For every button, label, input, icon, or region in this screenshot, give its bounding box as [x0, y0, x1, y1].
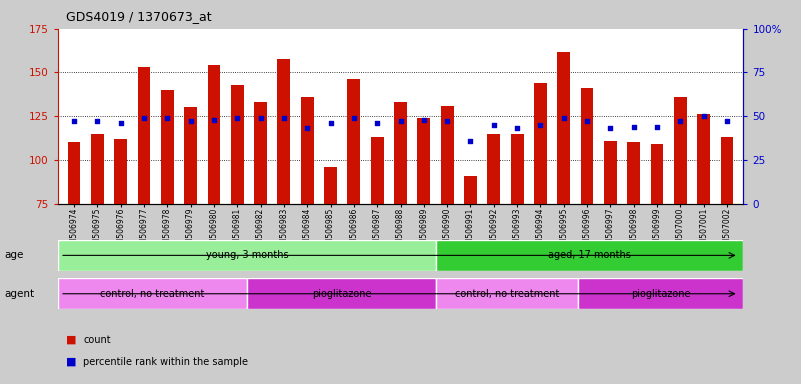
- Text: ■: ■: [66, 357, 76, 367]
- Text: aged, 17 months: aged, 17 months: [548, 250, 631, 260]
- Text: age: age: [4, 250, 23, 260]
- Text: young, 3 months: young, 3 months: [206, 250, 288, 260]
- Point: [91, 118, 103, 124]
- Point: [627, 124, 640, 130]
- Bar: [91, 134, 104, 204]
- Bar: [58, 240, 436, 271]
- Point: [650, 124, 663, 130]
- Bar: [348, 79, 360, 204]
- Text: ■: ■: [66, 335, 76, 345]
- Bar: [371, 137, 384, 204]
- Point: [487, 122, 500, 128]
- Bar: [436, 278, 578, 309]
- Text: percentile rank within the sample: percentile rank within the sample: [83, 357, 248, 367]
- Point: [441, 118, 453, 124]
- Bar: [511, 134, 524, 204]
- Bar: [67, 142, 80, 204]
- Bar: [627, 142, 640, 204]
- Point: [581, 118, 594, 124]
- Bar: [487, 134, 500, 204]
- Point: [557, 115, 570, 121]
- Point: [511, 125, 524, 131]
- Point: [254, 115, 267, 121]
- Bar: [674, 97, 686, 204]
- Bar: [697, 114, 710, 204]
- Text: control, no treatment: control, no treatment: [100, 289, 204, 299]
- Point: [277, 115, 290, 121]
- Text: pioglitazone: pioglitazone: [312, 289, 371, 299]
- Point: [371, 120, 384, 126]
- Bar: [254, 102, 267, 204]
- Bar: [650, 144, 663, 204]
- Bar: [604, 141, 617, 204]
- Point: [417, 117, 430, 123]
- Point: [207, 117, 220, 123]
- Point: [67, 118, 80, 124]
- Bar: [578, 278, 743, 309]
- Bar: [436, 240, 743, 271]
- Bar: [138, 67, 151, 204]
- Point: [161, 115, 174, 121]
- Point: [231, 115, 244, 121]
- Point: [394, 118, 407, 124]
- Point: [534, 122, 547, 128]
- Point: [698, 113, 710, 119]
- Point: [674, 118, 686, 124]
- Point: [301, 125, 314, 131]
- Bar: [417, 118, 430, 204]
- Bar: [324, 167, 337, 204]
- Bar: [721, 137, 734, 204]
- Bar: [394, 102, 407, 204]
- Bar: [557, 51, 570, 204]
- Bar: [301, 97, 314, 204]
- Bar: [231, 85, 244, 204]
- Text: GDS4019 / 1370673_at: GDS4019 / 1370673_at: [66, 10, 211, 23]
- Point: [721, 118, 734, 124]
- Bar: [581, 88, 594, 204]
- Point: [464, 137, 477, 144]
- Point: [348, 115, 360, 121]
- Bar: [184, 108, 197, 204]
- Bar: [247, 278, 436, 309]
- Bar: [161, 90, 174, 204]
- Bar: [115, 139, 127, 204]
- Text: control, no treatment: control, no treatment: [455, 289, 559, 299]
- Bar: [207, 66, 220, 204]
- Point: [115, 120, 127, 126]
- Text: pioglitazone: pioglitazone: [631, 289, 690, 299]
- Point: [604, 125, 617, 131]
- Text: agent: agent: [4, 289, 34, 299]
- Point: [184, 118, 197, 124]
- Point: [138, 115, 151, 121]
- Bar: [277, 58, 290, 204]
- Point: [324, 120, 337, 126]
- Text: count: count: [83, 335, 111, 345]
- Bar: [441, 106, 453, 204]
- Bar: [534, 83, 547, 204]
- Bar: [58, 278, 247, 309]
- Bar: [464, 175, 477, 204]
